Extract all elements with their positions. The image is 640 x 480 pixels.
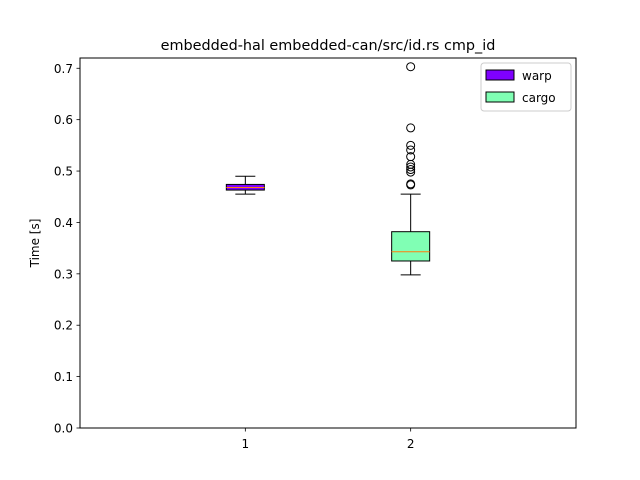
outlier-point	[406, 167, 416, 177]
y-tick-label: 0.2	[54, 319, 73, 333]
plot-area	[225, 62, 431, 276]
outlier-point	[406, 140, 416, 150]
y-tick-label: 0.6	[54, 113, 73, 127]
outlier-point	[406, 180, 416, 190]
y-tick-label: 0.0	[54, 422, 73, 436]
outlier-point	[406, 62, 416, 72]
y-axis-label: Time [s]	[28, 219, 42, 269]
x-tick-label: 2	[407, 437, 415, 451]
y-tick-label: 0.3	[54, 267, 73, 281]
plot-frame	[79, 57, 577, 429]
outlier-point	[406, 123, 416, 133]
legend-label-cargo: cargo	[522, 91, 556, 105]
outlier-point	[406, 162, 416, 172]
y-tick-label: 0.7	[54, 62, 73, 76]
box-cargo	[391, 231, 431, 262]
y-tick-label: 0.5	[54, 165, 73, 179]
y-axis: 0.0 0.1 0.2 0.3 0.4 0.5 0.6 0.7	[54, 62, 80, 436]
legend: warp cargo	[480, 62, 572, 112]
y-tick-label: 0.4	[54, 216, 73, 230]
outlier-point	[406, 165, 416, 175]
y-tick-label: 0.1	[54, 370, 73, 384]
legend-swatch-warp	[485, 69, 515, 81]
x-tick-label: 1	[242, 437, 250, 451]
legend-swatch-cargo	[485, 91, 515, 103]
legend-label-warp: warp	[522, 69, 552, 83]
outlier-point	[406, 145, 416, 155]
chart-title: embedded-hal embedded-can/src/id.rs cmp_…	[161, 38, 496, 54]
